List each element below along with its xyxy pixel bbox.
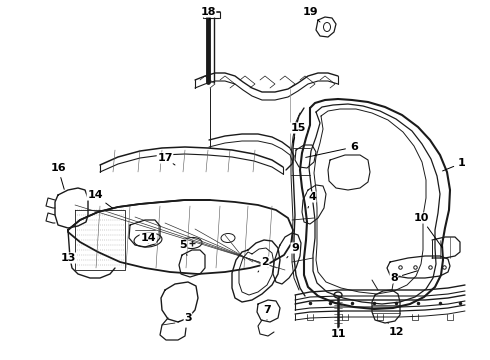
Text: 11: 11 <box>330 327 346 339</box>
Text: 5: 5 <box>179 240 187 255</box>
Text: 8: 8 <box>390 271 417 283</box>
Text: 1: 1 <box>442 158 466 171</box>
Text: 12: 12 <box>388 323 404 337</box>
Text: 2: 2 <box>258 257 269 272</box>
Text: 4: 4 <box>308 192 316 208</box>
Text: 3: 3 <box>178 313 192 323</box>
Text: 14: 14 <box>87 190 113 208</box>
Text: 17: 17 <box>157 153 175 165</box>
Text: 14: 14 <box>140 233 156 243</box>
Text: 18: 18 <box>200 7 216 20</box>
Text: 9: 9 <box>287 243 299 258</box>
Text: 6: 6 <box>306 142 358 157</box>
Text: 7: 7 <box>263 305 271 320</box>
Text: 10: 10 <box>413 213 442 248</box>
Text: 16: 16 <box>50 163 66 189</box>
Text: 15: 15 <box>290 123 306 142</box>
Text: 13: 13 <box>60 253 75 263</box>
Text: 19: 19 <box>302 7 320 22</box>
